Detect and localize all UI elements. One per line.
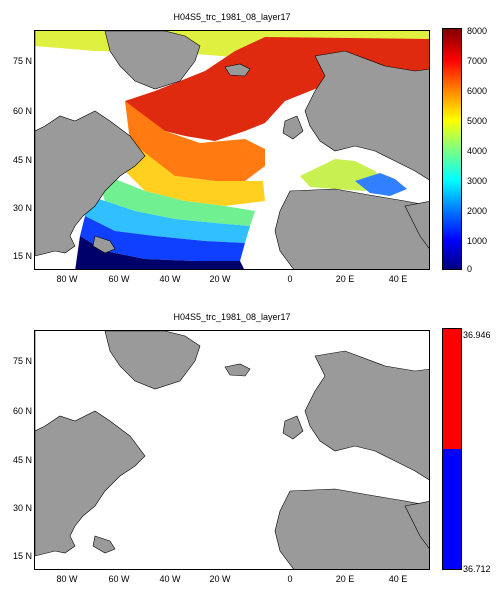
lon-label-40w-bottom: 40 W (159, 574, 181, 584)
lat-label-60n-bottom: 60 N (12, 406, 32, 416)
mediterranean-east (355, 173, 407, 196)
europe (304, 50, 429, 181)
lat-label-45n-bottom: 45 N (12, 455, 32, 465)
deep-navy-band (75, 236, 244, 269)
top-cbar-tick-5000: 5000 (467, 116, 488, 126)
lon-label-0: 0 (287, 274, 293, 284)
top-cbar-tick-2000: 2000 (467, 206, 488, 216)
africa (274, 188, 429, 269)
arabia-bottom (404, 501, 429, 549)
lat-label-75n: 75 N (12, 56, 32, 66)
subtropical-yellow (125, 141, 265, 206)
top-cbar-tick-3000: 3000 (467, 176, 488, 186)
lon-label-40w: 40 W (159, 274, 181, 284)
top-colorbar (442, 28, 462, 270)
lon-label-80w-bottom: 80 W (56, 574, 78, 584)
arabia (404, 201, 429, 249)
top-cbar-tick-0: 0 (467, 264, 473, 274)
lon-label-40e: 40 E (388, 274, 408, 284)
bottom-cbar-tick-min: 36.712 (463, 564, 491, 574)
land (35, 31, 429, 269)
green-band (95, 171, 255, 226)
bottom-map-svg (35, 331, 429, 569)
lat-label-30n-bottom: 30 N (12, 503, 32, 513)
lat-label-15n-bottom: 15 N (12, 551, 32, 561)
north-america-bottom (35, 331, 146, 557)
north-america (35, 31, 146, 257)
lon-label-80w: 80 W (56, 274, 78, 284)
iceland (224, 63, 251, 77)
lon-label-0-bottom: 0 (287, 574, 293, 584)
lon-label-20e-bottom: 20 E (335, 574, 355, 584)
top-map (34, 30, 430, 270)
bottom-cbar-tick-max: 36.946 (463, 330, 491, 340)
top-panel-title: H04S5_trc_1981_08_layer17 (173, 12, 291, 22)
greenland (104, 31, 201, 90)
caribbean-islands-bottom (92, 535, 116, 554)
british-isles-bottom (282, 415, 304, 440)
top-cbar-tick-4000: 4000 (467, 146, 488, 156)
lat-label-60n: 60 N (12, 106, 32, 116)
bottom-colorbar (442, 328, 462, 570)
top-cbar-tick-7000: 7000 (467, 56, 488, 66)
caribbean-islands (92, 235, 116, 254)
mid-atlantic-orange (125, 101, 265, 181)
lon-label-20w-bottom: 20 W (209, 574, 231, 584)
europe-bottom (304, 350, 429, 481)
lon-label-60w: 60 W (108, 274, 130, 284)
lon-label-40e-bottom: 40 E (388, 574, 408, 584)
top-cbar-tick-6000: 6000 (467, 86, 488, 96)
lat-label-75n-bottom: 75 N (12, 356, 32, 366)
top-map-svg (35, 31, 429, 269)
lon-label-20e: 20 E (335, 274, 355, 284)
blue-band (80, 216, 245, 261)
lon-label-20w: 20 W (209, 274, 231, 284)
africa-bottom (274, 488, 429, 569)
lon-label-60w-bottom: 60 W (108, 574, 130, 584)
cyan-band (75, 191, 250, 243)
top-cbar-tick-1000: 1000 (467, 236, 488, 246)
lat-label-30n: 30 N (12, 203, 32, 213)
iceland-bottom (224, 363, 251, 377)
top-cbar-tick-8000: 8000 (467, 26, 488, 36)
bottom-panel-title: H04S5_trc_1981_08_layer17 (173, 312, 291, 322)
british-isles (282, 115, 304, 140)
lat-label-15n: 15 N (12, 251, 32, 261)
lat-label-45n: 45 N (12, 155, 32, 165)
land-bottom (35, 331, 429, 569)
greenland-bottom (104, 331, 201, 390)
bottom-map (34, 330, 430, 570)
